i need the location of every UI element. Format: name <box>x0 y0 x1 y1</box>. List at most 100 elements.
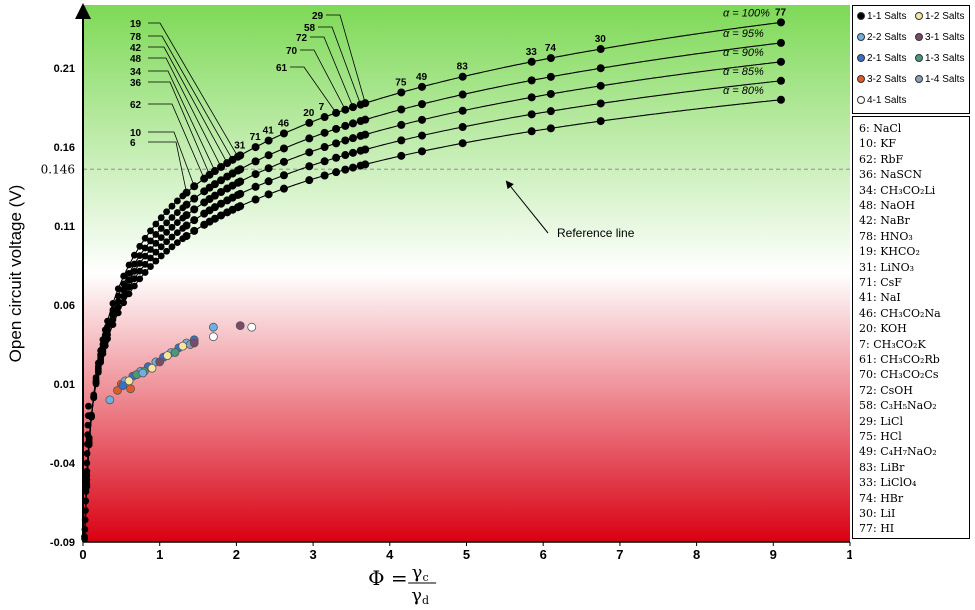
data-point <box>152 248 160 256</box>
salt-point <box>418 82 427 91</box>
data-point <box>173 209 181 216</box>
legend-marker <box>915 33 923 42</box>
salt-point <box>418 131 427 140</box>
cluster-point <box>178 341 188 351</box>
data-point <box>157 234 165 242</box>
data-point <box>130 282 138 290</box>
salt-point <box>236 165 245 174</box>
salt-point <box>236 151 245 160</box>
salt-point <box>332 153 341 162</box>
legend-item: 1-1 Salts <box>857 11 906 22</box>
data-point <box>120 299 128 307</box>
legend-marker <box>857 96 865 105</box>
salt-point <box>776 76 785 85</box>
cluster-point <box>208 322 218 332</box>
curve-line <box>83 42 780 543</box>
data-point <box>147 263 154 270</box>
legend-item: 3-1 Salts <box>915 32 964 43</box>
salt-point <box>458 122 467 131</box>
cluster-point <box>162 351 172 361</box>
data-point <box>147 227 154 235</box>
x-tick-label: 1 <box>156 547 163 562</box>
salt-point <box>182 231 191 240</box>
legend-marker <box>915 75 923 84</box>
salt-key-row: 72: CsOH <box>859 383 913 397</box>
curve-label: α = 80% <box>723 85 764 97</box>
legend-label: 3-2 Salts <box>867 74 907 85</box>
salt-point <box>348 163 357 172</box>
legend-label: 1-2 Salts <box>925 11 965 22</box>
salt-label: 33 <box>526 47 538 58</box>
salt-point <box>527 110 536 119</box>
salt-point <box>596 64 605 73</box>
salt-point <box>305 134 314 143</box>
data-point <box>163 247 171 255</box>
x-tick-label: 8 <box>693 547 700 562</box>
salt-point <box>305 176 314 185</box>
legend-marker <box>857 54 865 63</box>
cluster-point <box>235 321 245 331</box>
salt-point <box>279 157 288 166</box>
x-tick-label: 9 <box>770 547 777 562</box>
salt-point <box>776 57 785 66</box>
salt-point <box>182 200 191 209</box>
salt-point <box>320 113 329 122</box>
salt-point <box>361 130 370 139</box>
salt-leader <box>148 22 239 157</box>
cluster-point <box>189 338 199 348</box>
salt-point <box>264 136 273 145</box>
salt-point <box>305 118 314 127</box>
salt-leader <box>310 36 354 108</box>
salt-point <box>279 144 288 153</box>
legend: 1-1 Salts 1-2 Salts 2-2 Salts 3-1 Salts 2-1 … <box>852 5 970 114</box>
salt-leader <box>148 141 187 193</box>
data-point <box>99 350 107 357</box>
legend-item: 1-3 Salts <box>915 53 964 64</box>
legend-label: 2-2 Salts <box>867 32 907 43</box>
salt-point <box>217 211 226 220</box>
salt-point <box>236 202 245 211</box>
salt-key-row: 41: NaI <box>859 291 901 305</box>
data-point <box>168 243 176 251</box>
data-point <box>83 469 90 476</box>
salt-point <box>348 134 357 143</box>
legend-marker <box>857 12 865 21</box>
salt-leader <box>290 66 337 114</box>
data-point <box>141 244 149 252</box>
legend-label: 1-4 Salts <box>925 74 965 85</box>
data-point <box>173 229 181 237</box>
salt-label: 62 <box>130 100 142 111</box>
data-point <box>84 421 92 429</box>
salt-key-row: 30: LiI <box>859 507 896 520</box>
salt-label: 19 <box>130 19 142 30</box>
x-tick-label: 6 <box>540 547 547 562</box>
salt-leader <box>300 49 346 110</box>
salt-label: 6 <box>130 138 136 149</box>
cluster-point <box>155 357 165 367</box>
x-tick-label: 1 <box>846 547 852 562</box>
salt-point <box>190 216 199 225</box>
salt-label: 41 <box>263 126 275 137</box>
data-point <box>94 368 102 376</box>
salt-point <box>251 143 260 152</box>
data-point <box>84 431 92 438</box>
y-tick-label: 0.146 <box>41 162 75 176</box>
salt-point <box>596 117 605 126</box>
salt-point <box>418 147 427 156</box>
salt-point <box>341 121 350 130</box>
data-point <box>163 228 171 236</box>
salt-point <box>458 90 467 99</box>
salt-label: 48 <box>130 54 142 65</box>
cluster-point <box>118 381 128 391</box>
x-tick-label: 5 <box>463 547 470 562</box>
salt-point <box>190 205 199 214</box>
y-axis-label: Open circuit voltage (V) <box>6 185 25 363</box>
salt-point <box>279 129 288 138</box>
data-point <box>101 342 109 350</box>
data-point <box>125 261 133 269</box>
data-point <box>173 197 181 205</box>
legend-label: 3-1 Salts <box>925 32 965 43</box>
salt-point <box>264 177 273 186</box>
salt-point <box>341 136 350 145</box>
data-point <box>92 380 100 388</box>
